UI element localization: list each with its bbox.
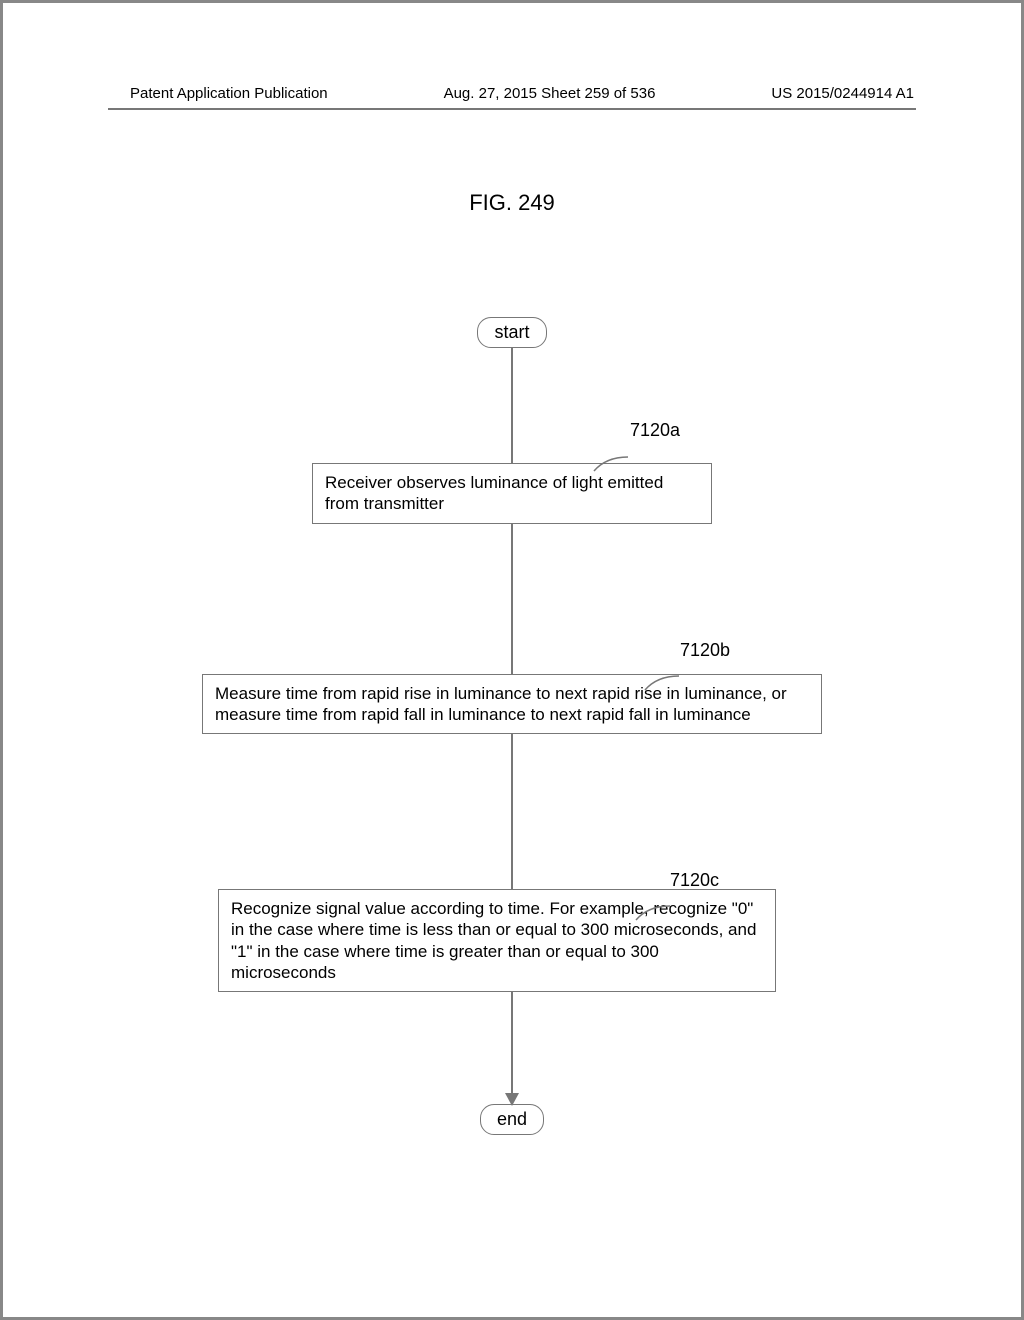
callout-tick-icon <box>634 904 672 922</box>
node-label-c: 7120c <box>670 870 719 891</box>
connector <box>511 348 513 463</box>
figure-title: FIG. 249 <box>469 190 555 216</box>
header-divider <box>108 108 916 110</box>
page-header: Patent Application Publication Aug. 27, … <box>0 85 1024 102</box>
start-node: start <box>477 317 546 348</box>
flowchart: start Receiver observes luminance of lig… <box>187 317 837 1135</box>
header-center: Aug. 27, 2015 Sheet 259 of 536 <box>444 85 656 102</box>
connector <box>511 524 513 674</box>
callout-tick-icon <box>592 455 630 473</box>
flowchart-box-b: Measure time from rapid rise in luminanc… <box>202 674 822 735</box>
connector <box>511 734 513 889</box>
end-node: end <box>480 1104 544 1135</box>
flowchart-box-c: Recognize signal value according to time… <box>218 889 776 992</box>
arrow-head-icon <box>505 1093 519 1106</box>
callout-tick-icon <box>643 674 681 692</box>
node-label-a: 7120a <box>630 420 680 441</box>
flowchart-box-a: Receiver observes luminance of light emi… <box>312 463 712 524</box>
header-left: Patent Application Publication <box>130 85 328 102</box>
node-label-b: 7120b <box>680 640 730 661</box>
header-right: US 2015/0244914 A1 <box>771 85 914 102</box>
connector-arrow <box>511 992 513 1104</box>
